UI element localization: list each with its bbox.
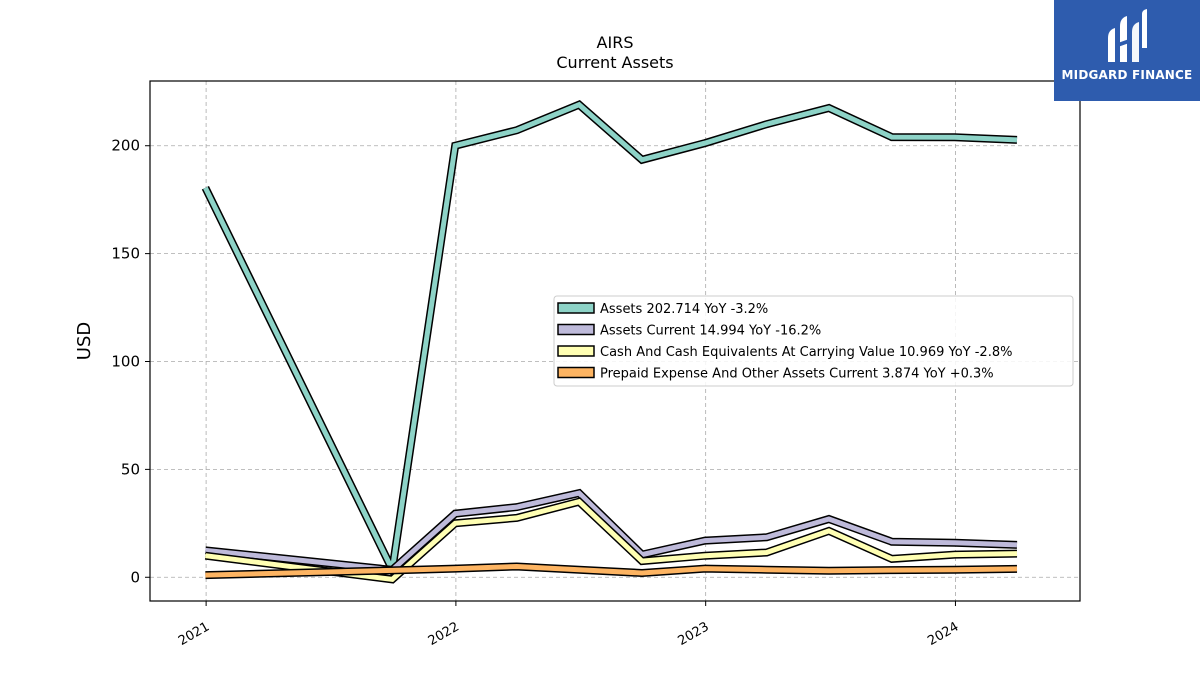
chart-title: AIRS — [597, 33, 634, 52]
legend-item: Prepaid Expense And Other Assets Current… — [557, 366, 994, 382]
legend-item: Assets 202.714 YoY -3.2% — [557, 302, 768, 317]
legend-item: Cash And Cash Equivalents At Carrying Va… — [557, 345, 1012, 360]
x-tick-label: 2022 — [426, 619, 462, 649]
y-tick-label: 100 — [111, 352, 140, 370]
series-line — [205, 490, 1018, 573]
x-tick-label: 2024 — [925, 619, 961, 649]
x-tick-label: 2021 — [176, 619, 212, 649]
x-axis-ticks: 2021 2022 2023 2024 — [176, 601, 961, 649]
plot-frame — [149, 80, 1081, 602]
series-2 — [204, 497, 1018, 584]
series-1 — [204, 488, 1018, 575]
y-tick-label: 50 — [121, 460, 140, 478]
legend-label: Assets 202.714 YoY -3.2% — [600, 302, 768, 317]
legend-swatch — [557, 345, 595, 357]
legend-label: Cash And Cash Equivalents At Carrying Va… — [600, 345, 1012, 360]
x-tick-label: 2023 — [676, 619, 712, 649]
legend-box — [553, 295, 1074, 387]
legend-swatch — [557, 323, 595, 336]
series-3 — [205, 562, 1018, 580]
legend: Assets 202.714 YoY -3.2% Assets Current 1… — [553, 295, 1074, 387]
series-line — [205, 498, 1018, 583]
legend-label: Prepaid Expense And Other Assets Current… — [600, 367, 994, 382]
y-axis-ticks: 0 50 100 150 200 — [111, 137, 150, 586]
legend-item: Assets Current 14.994 YoY -16.2% — [557, 323, 821, 339]
legend-swatch — [557, 366, 595, 379]
chart-subtitle: Current Assets — [556, 53, 673, 72]
y-tick-label: 200 — [111, 137, 140, 155]
y-axis-label: USD — [74, 322, 95, 360]
series-layer — [201, 100, 1018, 584]
brand-logo: MIDGARD FINANCE — [1054, 0, 1200, 101]
series-line — [203, 101, 1018, 579]
brand-name: MIDGARD FINANCE — [1061, 68, 1193, 82]
legend-label: Assets Current 14.994 YoY -16.2% — [600, 324, 821, 339]
series-line — [205, 563, 1018, 578]
midgard-logo-icon — [1108, 9, 1147, 62]
y-tick-label: 150 — [111, 245, 140, 263]
series-0 — [201, 100, 1018, 584]
legend-swatch — [557, 302, 595, 314]
y-tick-label: 0 — [130, 568, 140, 586]
